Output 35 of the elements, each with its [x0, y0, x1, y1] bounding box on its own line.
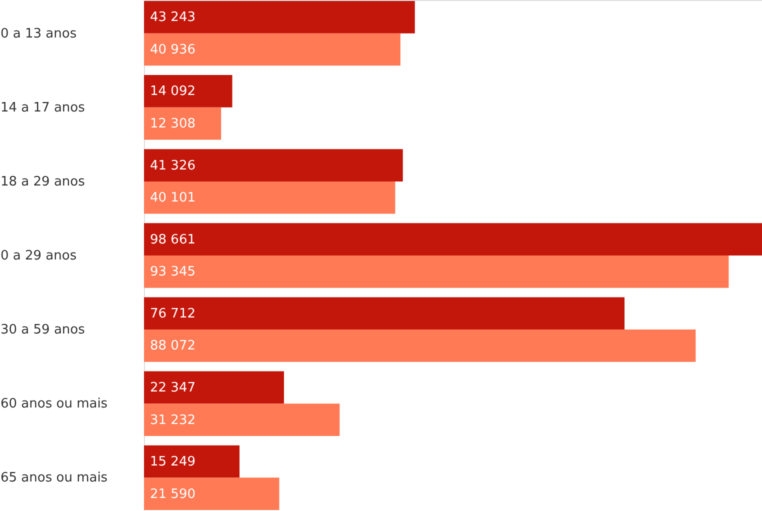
bar — [144, 478, 280, 510]
data-label: 93 345 — [150, 264, 196, 280]
y-tick-label: 0 a 29 anos — [0, 248, 77, 264]
y-tick-label: 0 a 13 anos — [0, 26, 77, 42]
data-label: 14 092 — [150, 84, 196, 100]
data-label: 88 072 — [150, 338, 196, 354]
bar — [144, 33, 400, 66]
y-tick-label: 18 a 29 anos — [0, 174, 86, 190]
y-tick-label: 30 a 59 anos — [0, 322, 86, 338]
data-label: 12 308 — [150, 116, 196, 132]
bar — [144, 107, 222, 140]
bar — [144, 445, 240, 478]
bar — [144, 404, 340, 436]
bar — [144, 0, 415, 34]
bar — [144, 75, 232, 108]
data-label: 31 232 — [150, 412, 196, 428]
bar — [144, 297, 625, 330]
data-label: 40 101 — [150, 190, 196, 206]
data-label: 40 936 — [150, 42, 196, 58]
y-tick-label: 14 a 17 anos — [0, 100, 86, 116]
bar — [144, 149, 403, 182]
y-tick-label: 65 anos ou mais — [0, 470, 108, 486]
data-label: 43 243 — [150, 10, 196, 26]
y-tick-label: 60 anos ou mais — [0, 396, 108, 412]
bar — [144, 330, 696, 362]
bar — [144, 256, 729, 288]
data-label: 41 326 — [150, 158, 196, 174]
bar — [144, 371, 284, 404]
data-label: 22 347 — [150, 380, 196, 396]
bar — [144, 181, 396, 214]
data-label: 76 712 — [150, 306, 196, 322]
data-label: 21 590 — [150, 486, 196, 502]
data-label: 15 249 — [150, 454, 196, 470]
data-label: 98 661 — [150, 232, 196, 248]
bar — [144, 223, 762, 256]
